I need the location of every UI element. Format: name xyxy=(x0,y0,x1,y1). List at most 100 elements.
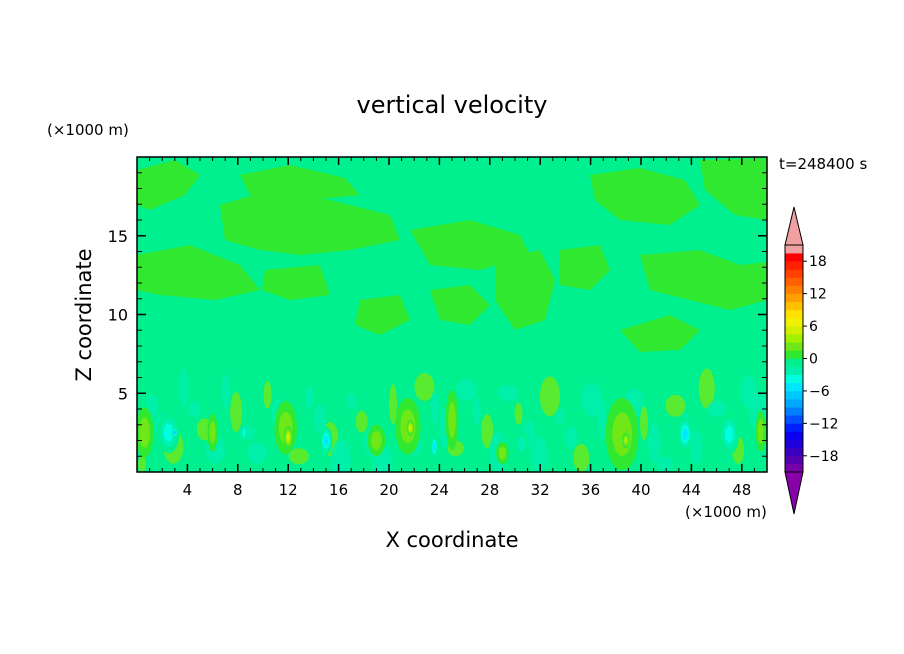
contour-speckle xyxy=(355,410,368,433)
colorbar-tick-label: −6 xyxy=(809,384,830,400)
colorbar-swatch xyxy=(785,463,803,473)
x-tick-label: 20 xyxy=(379,481,398,499)
y-tick-label: 5 xyxy=(118,384,128,403)
contour-region xyxy=(137,245,260,300)
x-tick-label: 40 xyxy=(631,481,650,499)
contour-speckle xyxy=(472,396,481,425)
colorbar-swatch xyxy=(785,382,803,392)
colorbar-swatch xyxy=(785,407,803,416)
updraft-downdraft-cells xyxy=(137,390,766,471)
contour-speckle xyxy=(179,368,188,409)
x-axis-label: X coordinate xyxy=(385,528,518,552)
x-tick-label: 4 xyxy=(183,481,193,499)
updraft-cell xyxy=(624,437,628,444)
x-tick-label: 48 xyxy=(732,481,751,499)
updraft-cell xyxy=(209,421,216,444)
colorbar-swatch xyxy=(785,455,803,465)
colorbar-swatch xyxy=(785,285,803,294)
colorbar-swatch xyxy=(785,366,803,376)
contour-speckle xyxy=(305,386,314,409)
x-tick-label: 16 xyxy=(329,481,348,499)
updraft-cell xyxy=(286,433,290,442)
contour-speckle xyxy=(539,376,560,417)
x-unit-label: (×1000 m) xyxy=(685,503,767,521)
downdraft-cell xyxy=(724,425,734,443)
contour-region xyxy=(410,220,530,270)
colorbar-swatch xyxy=(785,447,803,457)
contour-speckle xyxy=(498,385,519,402)
contour-speckle xyxy=(456,379,477,402)
chart-title: vertical velocity xyxy=(357,91,548,119)
colorbar-swatch xyxy=(785,277,803,286)
downdraft-cell xyxy=(323,435,329,446)
colorbar: −18 −12 −6 0 6 12 18 xyxy=(784,206,839,515)
updraft-cell xyxy=(139,417,150,448)
colorbar-swatch xyxy=(785,358,803,367)
downdraft-cell xyxy=(163,423,174,442)
updraft-cell xyxy=(612,412,632,456)
y-tick-label: 10 xyxy=(108,306,128,325)
contour-speckle xyxy=(221,374,230,409)
contour-region xyxy=(240,165,360,200)
contour-region xyxy=(590,168,700,225)
downdraft-cell xyxy=(516,436,526,452)
contour-speckle xyxy=(556,408,565,425)
x-tick-label: 24 xyxy=(430,481,449,499)
contour-region xyxy=(640,250,767,310)
colorbar-swatch xyxy=(785,293,803,303)
colorbar-swatch xyxy=(785,334,803,343)
contour-speckle xyxy=(347,393,356,410)
colorbar-swatch xyxy=(785,350,803,359)
colorbar-swatch xyxy=(785,415,803,424)
contour-region xyxy=(700,158,767,220)
contour-speckle xyxy=(414,372,435,401)
contour-speckle xyxy=(598,400,607,441)
downdraft-cell xyxy=(242,428,246,437)
colorbar-swatch xyxy=(785,342,803,351)
contour-speckle xyxy=(138,456,147,472)
contour-region xyxy=(430,285,490,325)
colorbar-swatch xyxy=(785,253,803,262)
contour-region xyxy=(262,265,330,300)
colorbar-swatch xyxy=(785,269,803,278)
contour-speckle xyxy=(531,437,548,472)
contour-speckle xyxy=(263,380,272,409)
updraft-cell xyxy=(409,425,412,431)
contour-speckle xyxy=(146,394,159,417)
contour-region xyxy=(220,190,400,255)
colorbar-swatch xyxy=(785,423,803,432)
contour-speckle xyxy=(514,402,523,425)
contour-speckle xyxy=(481,414,494,449)
x-tick-label: 32 xyxy=(531,481,550,499)
contour-speckle xyxy=(640,406,649,441)
colorbar-swatch xyxy=(785,317,803,327)
updraft-cell xyxy=(448,402,456,438)
colorbar-swatch xyxy=(785,326,803,335)
contour-speckle xyxy=(188,401,201,417)
x-tick-label: 44 xyxy=(682,481,701,499)
colorbar-swatch xyxy=(785,301,803,311)
colorbar-swatch xyxy=(785,439,803,448)
colorbar-tick-label: 0 xyxy=(809,352,818,368)
contour-speckle xyxy=(430,390,439,425)
colorbar-under-arrow xyxy=(784,471,804,515)
contour-region xyxy=(495,250,555,330)
contour-region xyxy=(137,160,200,210)
y-tick-label: 15 xyxy=(108,227,128,246)
colorbar-swatch xyxy=(785,399,803,408)
upper-level-contours xyxy=(137,158,767,352)
contour-speckle xyxy=(698,368,715,409)
updraft-cell xyxy=(371,431,382,450)
colorbar-tick-label: −12 xyxy=(809,416,839,432)
contour-speckle xyxy=(247,442,268,465)
updraft-cell xyxy=(498,446,507,460)
time-label: t=248400 s xyxy=(779,155,867,173)
downdraft-cell xyxy=(433,442,436,451)
contour-region xyxy=(355,295,410,335)
x-tick-label: 8 xyxy=(233,481,243,499)
y-axis-label: Z coordinate xyxy=(72,248,96,381)
contour-speckle xyxy=(707,401,728,417)
contour-speckle xyxy=(330,439,351,472)
x-tick-label: 12 xyxy=(279,481,298,499)
